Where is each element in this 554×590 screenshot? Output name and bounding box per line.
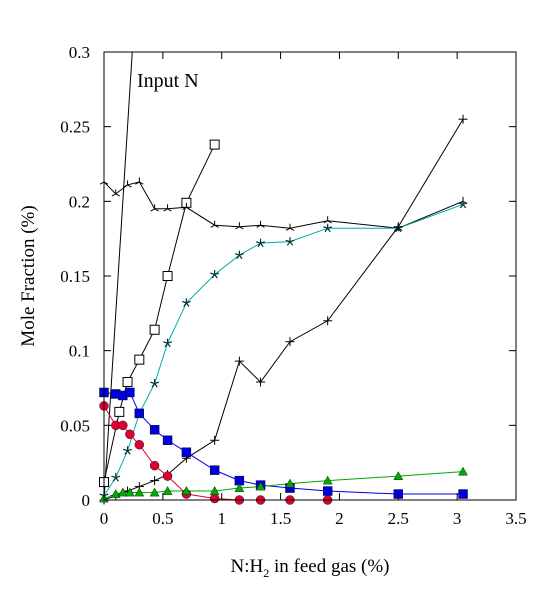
data-point-s3-8 xyxy=(234,250,244,260)
data-point-s1-5 xyxy=(162,271,173,281)
x-tick-label-1: 0.5 xyxy=(152,509,173,528)
data-point-s3-6 xyxy=(181,298,191,307)
y-tick-label-3: 0.15 xyxy=(60,267,90,286)
y-tick-label-0: 0 xyxy=(82,491,91,510)
data-point-s6-3 xyxy=(125,429,135,439)
x-tick-label-5: 2.5 xyxy=(388,509,409,528)
data-point-s2-9 xyxy=(256,220,265,228)
data-point-s7-6 xyxy=(162,486,173,495)
data-point-s4-12 xyxy=(393,222,403,232)
data-point-s4-4 xyxy=(150,476,160,486)
data-point-s4-8 xyxy=(234,356,244,366)
x-tick-label-6: 3 xyxy=(453,509,462,528)
y-tick-label-1: 0.05 xyxy=(60,416,90,435)
data-point-s3-11 xyxy=(323,223,333,233)
data-point-s1-7 xyxy=(209,139,220,150)
data-point-s4-10 xyxy=(285,337,295,347)
y-axis-label: Mole Fraction (%) xyxy=(18,205,39,346)
data-point-s7-11 xyxy=(285,478,295,488)
data-point-s1-1 xyxy=(114,406,125,417)
data-point-s6-8 xyxy=(209,493,220,504)
data-point-s6-5 xyxy=(149,460,160,471)
data-point-s2-8 xyxy=(235,222,244,230)
data-point-s5-8 xyxy=(209,465,220,475)
data-point-s3-5 xyxy=(163,338,173,348)
data-point-s3-9 xyxy=(256,238,266,248)
data-point-s7-3 xyxy=(125,487,135,497)
data-point-s7-4 xyxy=(134,487,145,497)
x-tick-label-3: 1.5 xyxy=(270,509,291,528)
data-point-s7-10 xyxy=(255,481,266,491)
data-point-s5-5 xyxy=(149,425,160,435)
data-point-s4-7 xyxy=(210,435,220,445)
data-point-s7-2 xyxy=(117,487,128,497)
data-point-s2-6 xyxy=(182,202,191,210)
data-point-s1-3 xyxy=(134,354,145,365)
data-point-s2-5 xyxy=(163,204,172,212)
data-point-s4-13 xyxy=(458,114,468,124)
y-tick-label-4: 0.2 xyxy=(69,192,90,211)
series-line-2 xyxy=(104,181,464,229)
data-point-s2-1 xyxy=(111,189,120,197)
data-point-s7-5 xyxy=(149,487,160,497)
data-point-s7-7 xyxy=(181,486,192,495)
data-point-s2-11 xyxy=(323,216,332,224)
x-tick-label-2: 1 xyxy=(217,509,226,528)
data-point-s5-7 xyxy=(181,447,192,457)
x-tick-label-0: 0 xyxy=(100,509,109,528)
data-point-s7-1 xyxy=(110,489,121,498)
data-point-s5-3 xyxy=(125,387,135,398)
y-tick-label-2: 0.1 xyxy=(69,342,90,361)
annotation-input-n: Input N xyxy=(137,70,199,92)
data-point-s7-9 xyxy=(234,483,245,492)
data-point-s2-7 xyxy=(210,220,219,228)
data-point-s2-2 xyxy=(123,180,132,188)
data-point-s2-10 xyxy=(285,223,295,231)
data-point-s5-12 xyxy=(322,486,333,496)
data-point-s2-4 xyxy=(150,204,159,212)
data-point-s1-2 xyxy=(122,377,133,388)
y-tick-label-6: 0.3 xyxy=(69,43,90,62)
data-point-s4-9 xyxy=(256,377,266,387)
data-point-s4-11 xyxy=(323,316,333,326)
data-point-s5-4 xyxy=(134,408,145,419)
data-point-s7-8 xyxy=(209,486,220,495)
x-tick-label-7: 3.5 xyxy=(505,509,526,528)
data-point-s5-6 xyxy=(162,435,173,445)
axes-layer: 0 0.5 1 1.5 2 2.5 3 3.5 0 0.05 0.1 0.15 0.2 0.25 0.3 xyxy=(60,43,526,528)
data-point-s3-13 xyxy=(458,199,468,209)
data-point-s7-13 xyxy=(393,471,404,480)
data-point-s7-12 xyxy=(322,475,333,485)
x-tick-label-4: 2 xyxy=(335,509,344,528)
y-tick-label-5: 0.25 xyxy=(60,118,90,137)
series-line-1 xyxy=(104,144,216,483)
data-point-s3-4 xyxy=(150,379,160,388)
data-point-s2-3 xyxy=(135,177,144,185)
data-point-s3-2 xyxy=(123,446,133,455)
data-point-s3-7 xyxy=(210,270,220,279)
data-point-s7-14 xyxy=(458,466,468,476)
marker-layer xyxy=(99,114,468,505)
data-point-s3-1 xyxy=(111,473,121,482)
data-point-s6-4 xyxy=(134,440,145,450)
data-point-s1-4 xyxy=(149,324,160,335)
data-point-s6-6 xyxy=(162,471,173,481)
data-point-s5-14 xyxy=(458,489,468,499)
series-line-4 xyxy=(104,118,464,500)
data-point-s6-2 xyxy=(118,420,128,431)
series-line-3 xyxy=(104,203,464,496)
x-axis-label: N:H2 in feed gas (%) xyxy=(230,556,389,580)
data-point-s3-10 xyxy=(285,237,295,246)
